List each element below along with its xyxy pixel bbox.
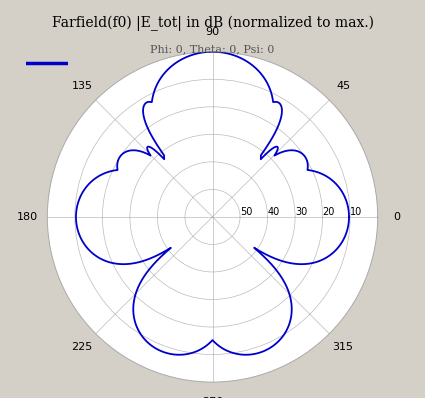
Text: Farfield(f0) |E_tot| in dB (normalized to max.): Farfield(f0) |E_tot| in dB (normalized t… [51,16,374,31]
Text: Phi: 0, Theta: 0, Psi: 0: Phi: 0, Theta: 0, Psi: 0 [150,44,275,54]
